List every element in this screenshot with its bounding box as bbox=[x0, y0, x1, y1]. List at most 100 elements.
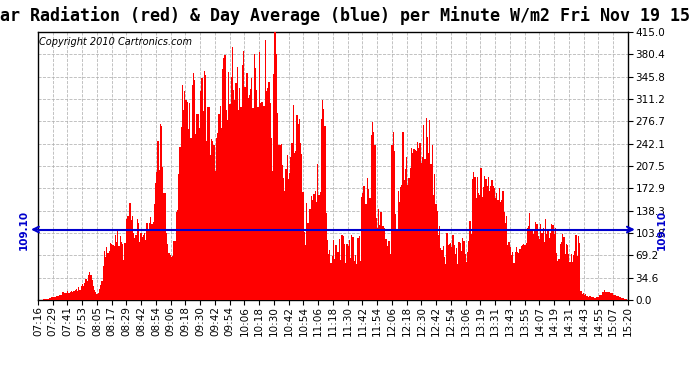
Bar bbox=[319, 192, 321, 300]
Bar bbox=[624, 299, 625, 300]
Bar bbox=[84, 284, 86, 300]
Bar bbox=[208, 108, 210, 300]
Bar bbox=[411, 148, 412, 300]
Bar bbox=[455, 254, 456, 300]
Bar bbox=[590, 297, 591, 300]
Bar bbox=[121, 242, 122, 300]
Bar bbox=[448, 244, 450, 300]
Bar bbox=[189, 103, 190, 300]
Bar bbox=[170, 255, 171, 300]
Bar bbox=[210, 155, 211, 300]
Bar bbox=[505, 223, 506, 300]
Bar bbox=[440, 248, 442, 300]
Bar bbox=[462, 238, 464, 300]
Bar bbox=[512, 252, 513, 300]
Bar bbox=[460, 243, 461, 300]
Bar bbox=[267, 88, 268, 300]
Bar bbox=[380, 212, 382, 300]
Bar bbox=[283, 178, 284, 300]
Bar bbox=[351, 234, 353, 300]
Bar bbox=[383, 226, 384, 300]
Bar bbox=[622, 298, 623, 300]
Bar bbox=[130, 220, 132, 300]
Bar bbox=[106, 247, 108, 300]
Bar bbox=[213, 144, 215, 300]
Bar bbox=[596, 297, 598, 300]
Bar bbox=[368, 189, 369, 300]
Bar bbox=[55, 297, 56, 300]
Bar bbox=[625, 299, 627, 300]
Bar bbox=[155, 183, 156, 300]
Bar bbox=[384, 228, 385, 300]
Bar bbox=[354, 261, 355, 300]
Bar bbox=[469, 221, 471, 300]
Bar bbox=[479, 195, 480, 300]
Bar bbox=[346, 244, 348, 300]
Bar bbox=[558, 259, 560, 300]
Bar bbox=[610, 293, 611, 300]
Bar bbox=[146, 223, 148, 300]
Bar bbox=[445, 264, 446, 300]
Bar bbox=[405, 169, 406, 300]
Bar bbox=[528, 226, 529, 300]
Bar bbox=[539, 239, 540, 300]
Bar bbox=[388, 242, 389, 300]
Bar bbox=[157, 141, 159, 300]
Bar bbox=[359, 261, 361, 300]
Bar bbox=[510, 248, 511, 300]
Bar bbox=[235, 83, 237, 300]
Bar bbox=[52, 297, 54, 300]
Bar bbox=[418, 148, 420, 300]
Bar bbox=[51, 297, 52, 300]
Bar bbox=[386, 246, 388, 300]
Bar bbox=[564, 254, 566, 300]
Bar bbox=[578, 236, 579, 300]
Bar bbox=[412, 153, 413, 300]
Bar bbox=[270, 138, 272, 300]
Bar bbox=[606, 292, 607, 300]
Bar bbox=[375, 218, 377, 300]
Bar bbox=[521, 246, 522, 300]
Bar bbox=[295, 151, 297, 300]
Bar bbox=[344, 243, 345, 300]
Bar bbox=[313, 194, 315, 300]
Bar bbox=[555, 228, 556, 300]
Bar bbox=[552, 225, 553, 300]
Bar bbox=[372, 122, 373, 300]
Bar bbox=[444, 257, 445, 300]
Bar bbox=[513, 263, 515, 300]
Bar bbox=[489, 191, 490, 300]
Bar bbox=[186, 100, 187, 300]
Bar bbox=[602, 292, 604, 300]
Bar bbox=[618, 296, 620, 300]
Bar bbox=[568, 254, 569, 300]
Bar bbox=[306, 202, 307, 300]
Bar bbox=[152, 222, 154, 300]
Bar bbox=[178, 174, 179, 300]
Bar bbox=[369, 198, 371, 300]
Bar bbox=[291, 143, 293, 300]
Bar bbox=[151, 224, 152, 300]
Bar bbox=[538, 236, 539, 300]
Bar bbox=[188, 129, 189, 300]
Bar bbox=[451, 247, 453, 300]
Bar bbox=[466, 262, 467, 300]
Text: 109.10: 109.10 bbox=[19, 210, 28, 250]
Bar bbox=[135, 235, 137, 300]
Bar bbox=[311, 196, 312, 300]
Bar bbox=[551, 224, 552, 300]
Bar bbox=[520, 249, 521, 300]
Bar bbox=[197, 114, 199, 300]
Bar bbox=[300, 142, 302, 300]
Bar bbox=[68, 292, 70, 300]
Bar bbox=[623, 298, 624, 300]
Bar bbox=[171, 257, 172, 300]
Bar bbox=[215, 171, 216, 300]
Bar bbox=[396, 230, 397, 300]
Bar bbox=[560, 244, 561, 300]
Bar bbox=[494, 188, 495, 300]
Bar bbox=[410, 168, 411, 300]
Bar bbox=[593, 297, 594, 300]
Bar bbox=[335, 245, 337, 300]
Bar bbox=[156, 172, 157, 300]
